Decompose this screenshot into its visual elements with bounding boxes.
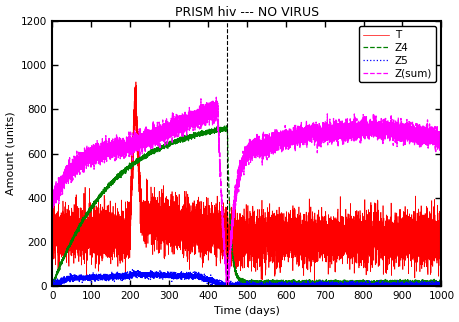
Z4 (438, 280, 443, 284)
Z5 (50, 282, 55, 286)
T (133, 80, 139, 84)
Z(sum) (51, 196, 56, 200)
T (50, 233, 55, 237)
T (417, 227, 423, 231)
Z5 (148, 268, 153, 271)
Z5 (66, 276, 71, 280)
Z(sum) (213, 95, 218, 99)
Z(sum) (417, 128, 423, 132)
Z5 (51, 284, 56, 288)
Z(sum) (73, 157, 78, 161)
Z5 (125, 273, 131, 277)
Z5 (50, 284, 56, 288)
Z4 (125, 165, 131, 169)
T (125, 240, 131, 244)
Z4 (66, 246, 71, 250)
T (51, 224, 56, 228)
Title: PRISM hiv --- NO VIRUS: PRISM hiv --- NO VIRUS (174, 5, 318, 19)
Line: Z(sum): Z(sum) (52, 97, 441, 286)
Z(sum) (125, 138, 131, 142)
X-axis label: Time (days): Time (days) (213, 307, 279, 317)
Z5 (239, 284, 245, 288)
Line: T: T (52, 82, 441, 290)
Z(sum) (239, 157, 245, 161)
Z5 (73, 274, 78, 278)
Z4 (223, 124, 229, 128)
Z(sum) (66, 166, 71, 170)
T (66, 254, 71, 258)
T (239, 213, 245, 217)
T (73, 233, 78, 237)
Z4 (51, 280, 56, 284)
Line: Z5: Z5 (52, 270, 441, 286)
Line: Z4: Z4 (52, 126, 441, 286)
Y-axis label: Amount (units): Amount (units) (6, 112, 16, 195)
Z5 (438, 283, 443, 287)
Legend: T, Z4, Z5, Z(sum): T, Z4, Z5, Z(sum) (358, 26, 435, 82)
Z(sum) (438, 140, 443, 144)
T (311, 288, 316, 292)
T (438, 244, 443, 248)
Z4 (417, 280, 423, 284)
Z4 (239, 279, 245, 282)
Z4 (50, 284, 55, 288)
Z(sum) (50, 206, 55, 210)
Z5 (417, 281, 423, 285)
Z4 (73, 233, 78, 237)
Z(sum) (224, 284, 229, 288)
